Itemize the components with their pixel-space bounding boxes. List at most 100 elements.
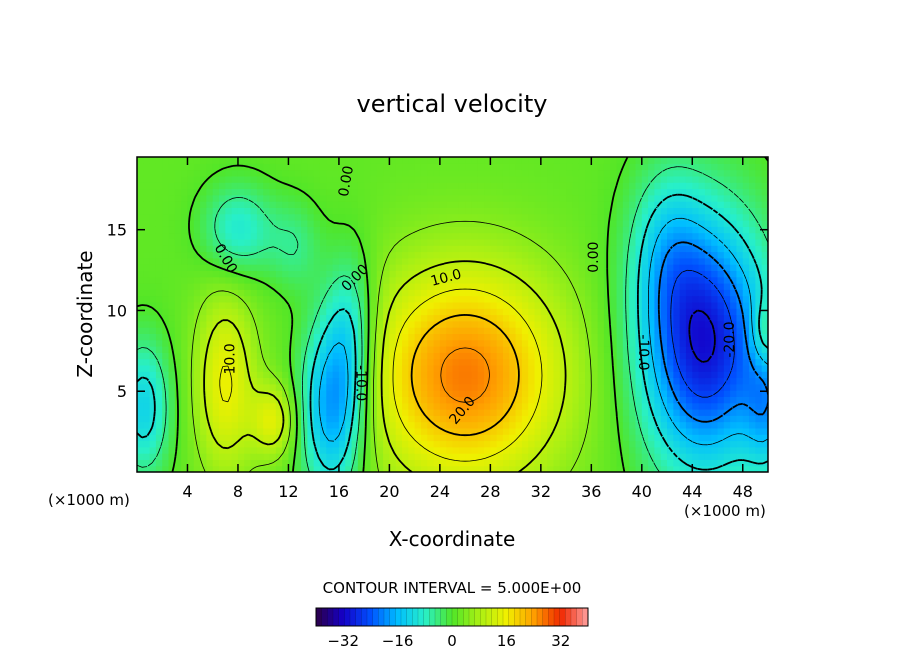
heatmap-cell [256,232,264,240]
heatmap-cell [181,320,189,328]
heatmap-cell [559,283,567,290]
heatmap-cell [572,320,580,328]
heatmap-cell [629,283,637,290]
heatmap-cell [427,289,435,297]
heatmap-cell [559,446,567,454]
heatmap-cell [313,169,321,177]
heatmap-cell [648,157,656,164]
heatmap-cell [490,295,498,303]
heatmap-cell [534,427,542,435]
heatmap-cell [332,295,340,303]
heatmap-cell [256,390,264,397]
heatmap-cell [427,453,435,460]
heatmap-cell [313,251,321,259]
heatmap-cell [736,213,744,221]
heatmap-cell [187,396,195,404]
heatmap-cell [566,175,573,183]
heatmap-cell [225,390,233,397]
heatmap-cell [389,283,397,290]
heatmap-cell [212,207,220,215]
heatmap-cell [402,163,409,171]
heatmap-cell [736,245,744,253]
heatmap-cell [635,295,643,303]
heatmap-cell [540,459,548,467]
heatmap-cell [231,409,239,416]
heatmap-cell [219,257,226,265]
heatmap-cell [502,459,510,467]
heatmap-cell [515,283,523,290]
heatmap-cell [742,434,750,442]
heatmap-cell [502,320,510,328]
heatmap-cell [648,465,656,472]
heatmap-cell [446,320,454,328]
heatmap-cell [566,427,573,435]
heatmap-cell [723,346,731,353]
heatmap-cell [730,289,738,297]
heatmap-cell [427,459,435,467]
heatmap-cell [212,390,220,397]
heatmap-cell [717,157,725,164]
heatmap-cell [540,377,548,385]
heatmap-cell [730,390,738,397]
heatmap-cell [250,213,258,221]
heatmap-cell [162,169,170,177]
heatmap-cell [376,371,384,379]
heatmap-cell [162,220,170,227]
heatmap-cell [212,358,220,366]
heatmap-cell [559,459,567,467]
heatmap-cell [237,396,245,404]
heatmap-cell [269,434,277,442]
heatmap-cell [572,188,580,196]
heatmap-cell [559,245,567,253]
heatmap-cell [749,238,756,246]
heatmap-cell [200,440,208,448]
heatmap-cell [256,327,264,334]
heatmap-cell [174,188,182,196]
heatmap-cell [603,194,611,202]
heatmap-cell [465,182,473,190]
heatmap-cell [553,427,561,435]
heatmap-cell [629,415,637,423]
heatmap-cell [749,295,756,303]
heatmap-cell [597,232,605,240]
heatmap-cell [433,175,441,183]
heatmap-cell [471,301,479,309]
heatmap-cell [629,194,637,202]
heatmap-cell [742,421,750,429]
heatmap-cell [635,371,643,379]
heatmap-cell [610,446,618,454]
heatmap-cell [439,320,447,328]
heatmap-cell [319,308,327,316]
heatmap-cell [332,226,340,234]
heatmap-cell [578,169,586,177]
heatmap-cell [288,270,296,278]
heatmap-cell [143,201,151,208]
heatmap-cell [212,251,220,259]
heatmap-cell [736,301,744,309]
heatmap-cell [162,421,170,429]
heatmap-cell [219,194,226,202]
heatmap-cell [155,415,163,423]
heatmap-cell [181,327,189,334]
heatmap-cell [294,402,302,410]
heatmap-cell [660,188,668,196]
heatmap-cell [736,434,744,442]
heatmap-cell [408,257,416,265]
heatmap-cell [685,194,693,202]
heatmap-cell [313,358,321,366]
heatmap-cell [338,383,346,391]
heatmap-cell [629,188,637,196]
heatmap-cell [414,314,422,322]
heatmap-cell [458,459,466,467]
heatmap-cell [509,188,517,196]
heatmap-cell [263,220,271,227]
heatmap-cell [187,327,195,334]
heatmap-cell [275,390,283,397]
heatmap-cell [288,465,296,472]
heatmap-cell [736,283,744,290]
heatmap-cell [275,270,283,278]
heatmap-cell [679,283,687,290]
heatmap-cell [137,396,144,404]
heatmap-cell [206,276,214,284]
heatmap-cell [749,175,756,183]
